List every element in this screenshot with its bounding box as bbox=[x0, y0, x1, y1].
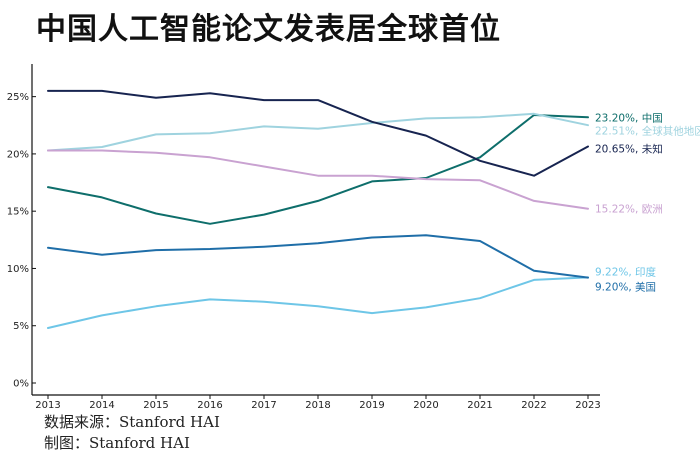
x-tick-label: 2019 bbox=[359, 400, 384, 411]
series-line-3 bbox=[47, 149, 589, 210]
x-tick-label: 2017 bbox=[251, 400, 276, 411]
x-tick-label: 2016 bbox=[197, 400, 222, 411]
series-line-2 bbox=[47, 89, 589, 177]
x-tick-label: 2014 bbox=[89, 400, 114, 411]
x-tick-label: 2015 bbox=[143, 400, 168, 411]
x-tick-label: 2022 bbox=[521, 400, 546, 411]
series-end-label: 20.65%, 未知 bbox=[595, 143, 663, 156]
data-source-note: 数据来源：Stanford HAI bbox=[44, 413, 220, 431]
x-tick-label: 2023 bbox=[575, 400, 600, 411]
y-tick-label: 15% bbox=[7, 207, 29, 218]
y-tick-label: 10% bbox=[7, 264, 29, 275]
chart-credit-note: 制图：Stanford HAI bbox=[44, 434, 190, 452]
series-end-label: 22.51%, 全球其他地区 bbox=[595, 125, 700, 138]
series-end-label: 23.20%, 中国 bbox=[595, 112, 663, 125]
x-tick-label: 2018 bbox=[305, 400, 330, 411]
x-tick-label: 2020 bbox=[413, 400, 438, 411]
series-lines bbox=[47, 89, 589, 329]
series-line-4 bbox=[47, 276, 589, 329]
series-end-label: 9.20%, 美国 bbox=[595, 281, 656, 294]
y-tick-label: 5% bbox=[13, 321, 29, 332]
y-tick-label: 20% bbox=[7, 149, 29, 160]
series-line-0 bbox=[47, 114, 589, 225]
series-line-1 bbox=[47, 112, 589, 152]
x-tick-label: 2013 bbox=[35, 400, 60, 411]
chart-axes: 0% 5% 10% 15% 20% 25% 2013 2014 2015 2016 2017 2018… bbox=[7, 64, 601, 411]
x-tick-label: 2021 bbox=[467, 400, 492, 411]
series-line-5 bbox=[47, 234, 589, 279]
y-tick-label: 0% bbox=[13, 379, 29, 390]
series-end-label: 15.22%, 欧洲 bbox=[595, 204, 663, 216]
series-end-label: 9.22%, 印度 bbox=[595, 266, 657, 279]
chart-title: 中国人工智能论文发表居全球首位 bbox=[36, 12, 501, 47]
y-tick-label: 25% bbox=[7, 92, 29, 103]
